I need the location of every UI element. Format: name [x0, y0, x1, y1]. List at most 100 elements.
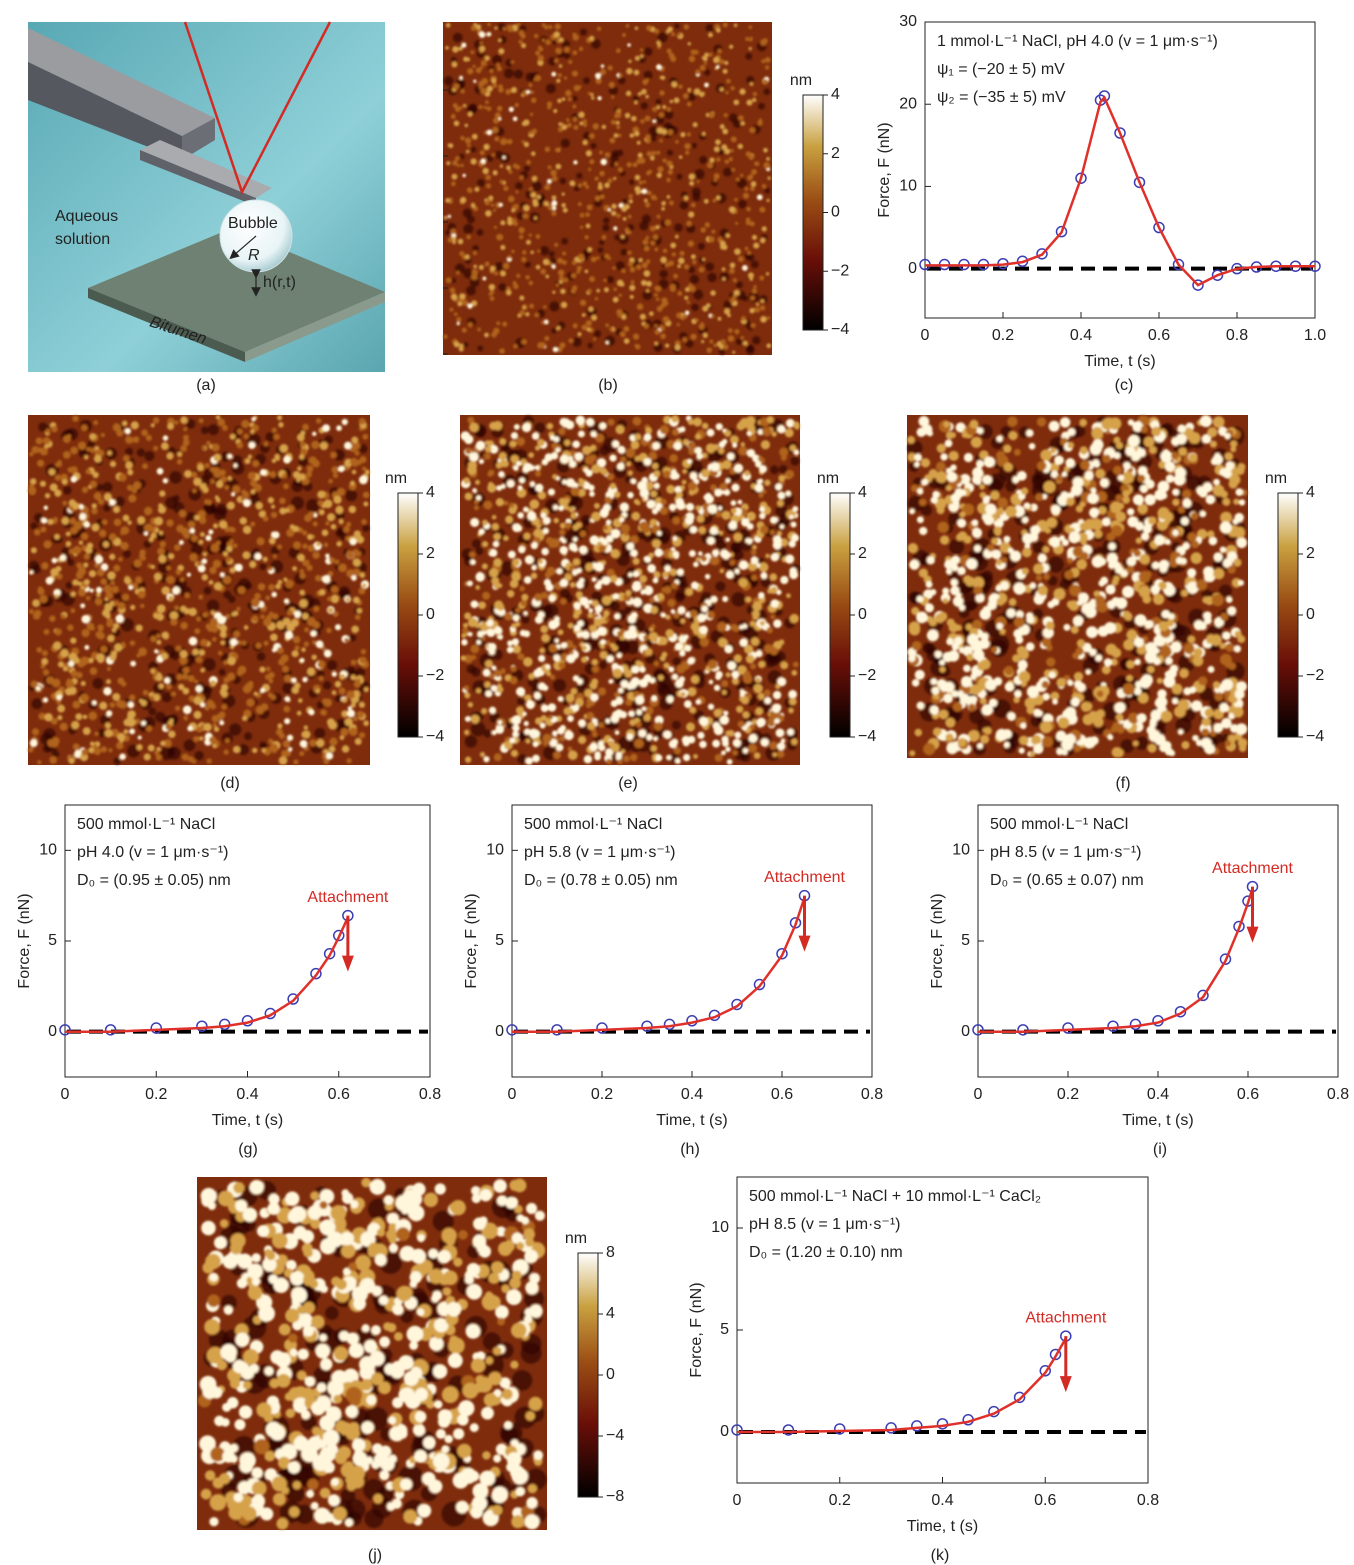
- afm-grain: [541, 321, 545, 325]
- afm-grain: [469, 422, 479, 432]
- afm-grain: [1081, 540, 1087, 546]
- afm-grain: [746, 538, 753, 545]
- afm-grain: [645, 706, 654, 715]
- afm-grain: [770, 530, 775, 535]
- afm-grain: [242, 640, 247, 645]
- afm-grain: [719, 59, 724, 64]
- afm-pit: [572, 96, 578, 102]
- afm-grain: [749, 38, 752, 41]
- afm-grain: [263, 618, 271, 626]
- afm-grain: [79, 513, 86, 520]
- afm-grain: [703, 510, 709, 516]
- afm-grain: [546, 537, 553, 544]
- afm-grain: [58, 661, 64, 667]
- afm-grain: [271, 592, 277, 598]
- afm-grain: [307, 465, 314, 472]
- afm-grain: [483, 106, 486, 109]
- afm-grain: [333, 611, 339, 617]
- afm-grain: [654, 722, 663, 731]
- afm-grain: [720, 569, 725, 574]
- afm-grain: [676, 313, 682, 319]
- afm-grain: [466, 58, 470, 62]
- afm-grain: [564, 278, 569, 283]
- afm-pit: [639, 221, 648, 230]
- afm-grain: [360, 456, 367, 463]
- afm-grain: [586, 224, 591, 229]
- afm-grain: [210, 610, 215, 615]
- afm-grain: [455, 156, 460, 161]
- afm-grain: [464, 730, 469, 735]
- afm-grain: [559, 37, 564, 42]
- afm-grain: [572, 440, 580, 448]
- afm-grain: [252, 615, 259, 622]
- afm-grain: [496, 321, 500, 325]
- afm-grain: [688, 173, 695, 180]
- afm-grain: [51, 426, 57, 432]
- afm-grain: [544, 336, 549, 341]
- afm-grain: [611, 211, 616, 216]
- afm-grain: [244, 625, 249, 630]
- afm-grain: [528, 673, 535, 680]
- afm-pit: [674, 23, 679, 28]
- afm-grain: [732, 168, 736, 172]
- afm-grain: [562, 97, 566, 101]
- afm-grain: [548, 703, 556, 711]
- afm-grain: [576, 591, 583, 598]
- afm-grain: [688, 42, 691, 45]
- afm-grain: [342, 745, 350, 753]
- afm-grain: [725, 747, 730, 752]
- afm-grain: [556, 568, 563, 575]
- afm-grain: [715, 674, 721, 680]
- afm-grain: [1233, 499, 1239, 505]
- afm-grain: [644, 496, 649, 501]
- afm-grain: [535, 471, 541, 477]
- afm-grain: [285, 508, 290, 513]
- afm-grain: [750, 221, 755, 226]
- afm-grain: [192, 488, 196, 492]
- afm-grain: [698, 526, 706, 534]
- afm-grain: [573, 160, 577, 164]
- afm-grain: [353, 696, 359, 702]
- afm-grain: [636, 191, 640, 195]
- afm-grain: [604, 254, 609, 259]
- afm-grain: [760, 525, 769, 534]
- afm-grain: [700, 638, 709, 647]
- afm-grain: [675, 140, 679, 144]
- afm-grain: [572, 645, 577, 650]
- afm-grain: [786, 470, 795, 479]
- afm-grain: [130, 605, 135, 610]
- afm-grain: [689, 707, 696, 714]
- afm-grain: [329, 746, 336, 753]
- afm-grain: [1181, 741, 1189, 749]
- afm-grain: [641, 89, 647, 95]
- afm-grain: [734, 210, 738, 214]
- afm-grain: [1202, 717, 1211, 726]
- afm-grain: [758, 478, 763, 483]
- afm-pit: [292, 481, 303, 492]
- afm-grain: [767, 416, 774, 423]
- afm-grain: [662, 571, 669, 578]
- afm-grain: [652, 463, 659, 470]
- afm-grain: [493, 558, 502, 567]
- afm-grain: [752, 601, 762, 611]
- afm-grain: [259, 666, 265, 672]
- afm-grain: [547, 423, 554, 430]
- afm-grain: [610, 483, 617, 490]
- afm-grain: [762, 489, 767, 494]
- afm-grain: [66, 531, 71, 536]
- afm-grain: [730, 149, 733, 152]
- afm-grain: [723, 711, 728, 716]
- afm-grain: [730, 262, 736, 268]
- afm-grain: [227, 453, 233, 459]
- afm-grain: [248, 455, 252, 459]
- afm-grain: [642, 262, 648, 268]
- afm-grain: [482, 563, 488, 569]
- afm-grain: [214, 582, 222, 590]
- afm-grain: [777, 425, 786, 434]
- afm-grain: [206, 499, 212, 505]
- afm-grain: [464, 685, 470, 691]
- afm-grain: [41, 658, 48, 665]
- afm-grain: [636, 722, 642, 728]
- afm-grain: [242, 716, 247, 721]
- afm-grain: [1154, 535, 1165, 546]
